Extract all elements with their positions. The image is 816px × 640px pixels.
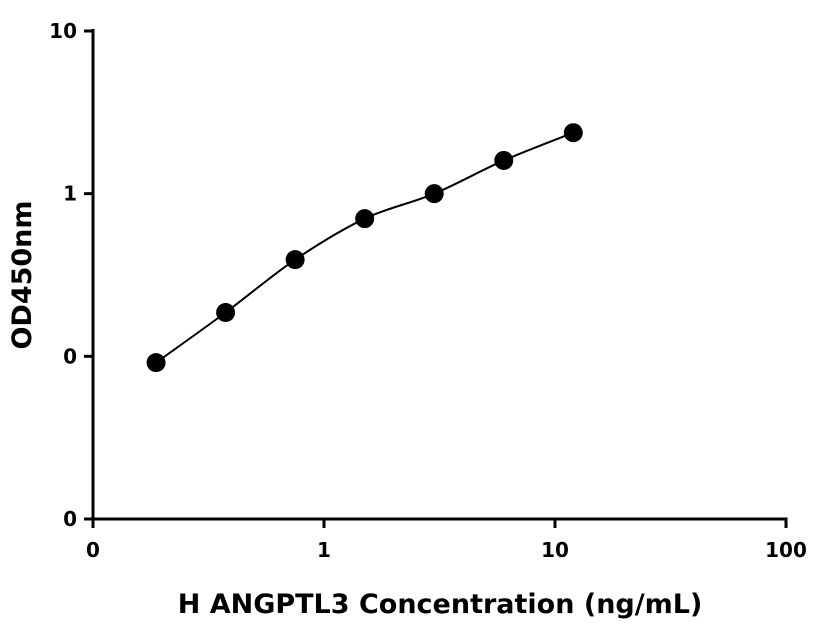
- data-point: [494, 150, 514, 170]
- data-point: [216, 302, 236, 322]
- data-point: [424, 184, 444, 204]
- x-tick-label: 10: [541, 538, 569, 562]
- y-tick-label: 1: [63, 182, 77, 206]
- x-tick-label: 0: [86, 538, 100, 562]
- x-axis-title: H ANGPTL3 Concentration (ng/mL): [178, 589, 703, 620]
- data-point: [146, 353, 166, 373]
- data-point: [355, 209, 375, 229]
- y-axis-title: OD450nm: [7, 200, 38, 349]
- y-tick-label: 0: [63, 507, 77, 531]
- x-tick-label: 100: [765, 538, 807, 562]
- data-point: [285, 250, 305, 270]
- y-tick-label: 10: [49, 19, 77, 43]
- y-tick-label: 0: [63, 344, 77, 368]
- x-tick-label: 1: [317, 538, 331, 562]
- fit-curve: [155, 131, 574, 364]
- data-point: [563, 123, 583, 143]
